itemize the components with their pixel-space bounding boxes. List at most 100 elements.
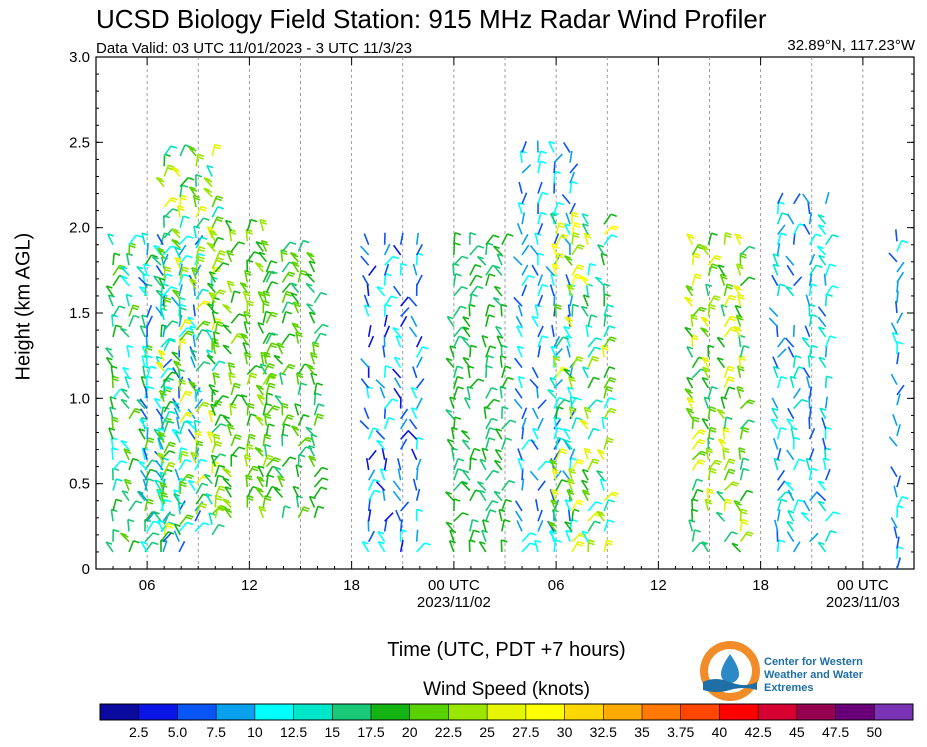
wind-barb [691,429,707,440]
wind-barb-shaft [144,478,149,491]
wind-barb [212,372,220,385]
wind-barb [178,263,183,276]
wind-barb-flag [247,405,255,409]
wind-barb [603,385,614,399]
wind-barb-shaft [566,479,573,491]
wind-barb [120,398,130,410]
wind-barb [603,539,614,553]
wind-barb-shaft [162,532,172,543]
wind-barb [822,457,830,471]
wind-barb-shaft [359,245,370,256]
wind-barb-flag [728,386,736,390]
wind-barb [412,366,418,379]
wind-barb-flag [238,241,245,245]
wind-barb-flag [390,295,398,299]
wind-barb-shaft [793,387,801,399]
wind-barb-flag [306,364,314,368]
wind-barb [192,194,201,208]
wind-barb-shaft [143,448,148,460]
wind-barb [128,457,140,471]
wind-barb-shaft [739,519,743,532]
x-tick-label: 06 [139,577,156,594]
wind-barb [739,508,748,522]
wind-barb [254,446,264,457]
wind-barb-shaft [194,264,202,276]
wind-barb-shaft [808,345,813,358]
wind-barb-shaft [163,420,169,433]
wind-barb-flag [494,459,501,464]
wind-barb-flag [248,402,255,407]
wind-barb [702,366,711,379]
wind-barb-flag [479,489,486,494]
wind-barb-shaft [521,233,529,246]
wind-barb-flag [293,324,300,329]
wind-barb-flag [705,283,713,287]
wind-barb-shaft [548,141,555,153]
wind-barb-flag [596,510,604,515]
wind-barb-flag [162,457,169,461]
wind-barb [230,290,241,303]
wind-barb [245,474,253,488]
wind-barb-flag [189,186,196,190]
wind-barb-flag [153,275,161,279]
wind-barb-shaft [141,355,146,368]
wind-barb-shaft [824,530,832,543]
wind-barb [128,304,140,317]
wind-barb-shaft [125,294,130,307]
wind-barb [383,295,398,307]
wind-barb-shaft [537,223,544,235]
wind-barb-flag [218,506,225,511]
wind-barb [265,280,278,293]
wind-barb-shaft [537,192,543,205]
wind-barb-shaft [289,252,300,263]
wind-barb [896,261,905,273]
wind-barb-flag [197,258,205,263]
wind-barb [263,351,271,365]
wind-barb-shaft [466,386,471,399]
wind-barb-shaft [485,273,491,286]
wind-barb-flag [731,531,738,535]
wind-barb-flag [173,489,180,493]
wind-barb-shaft [415,232,420,245]
wind-barb-shaft [146,304,153,317]
wind-barb-shaft [808,396,811,409]
wind-barb-flag [532,427,539,432]
wind-barb [121,490,130,502]
wind-barb [367,324,372,338]
wind-barb [777,469,786,481]
wind-barb-flag [392,327,400,331]
wind-barb [281,414,295,426]
wind-barb-shaft [163,164,170,177]
wind-barb [580,305,589,317]
wind-barb-shaft [311,341,316,355]
wind-barb-flag [711,386,718,390]
wind-barb-shaft [195,246,200,259]
wind-barb-flag [714,295,721,299]
wind-barb-flag [709,408,716,413]
wind-barb-flag [257,489,264,493]
wind-barb-shaft [162,245,172,256]
colorbar-segment [177,704,217,720]
wind-barb-shaft [263,352,268,365]
wind-barb-shaft [551,324,555,338]
wind-barb-flag [725,234,732,239]
wind-barb-flag [138,460,145,465]
wind-barb-shaft [521,417,527,430]
wind-barb [163,512,176,525]
wind-barb-flag [201,403,209,408]
wind-barb-shaft [896,384,905,396]
wind-barb-shaft [206,431,213,444]
wind-barb-flag [225,509,233,513]
wind-barb-shaft [803,500,811,512]
wind-barb [449,345,457,358]
wind-barb [521,542,537,553]
wind-barb [263,443,271,457]
wind-barb-flag [180,447,188,451]
wind-barb-shaft [128,304,134,317]
wind-barb-flag [540,211,548,216]
wind-barb [281,290,293,304]
wind-barb-shaft [550,499,557,512]
wind-barb-shaft [817,316,827,328]
wind-barb [553,336,561,348]
wind-barb [701,417,710,430]
